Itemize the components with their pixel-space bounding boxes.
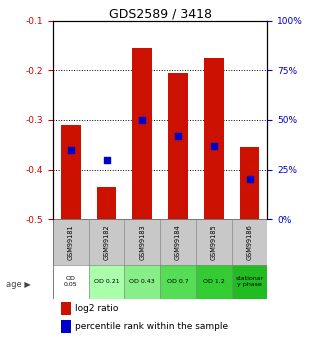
Text: GSM99183: GSM99183 bbox=[139, 224, 145, 260]
Bar bbox=[232, 219, 267, 265]
Bar bbox=[97, 187, 116, 219]
Text: OD 0.21: OD 0.21 bbox=[94, 279, 119, 284]
Text: GSM99184: GSM99184 bbox=[175, 224, 181, 260]
Bar bbox=[160, 265, 196, 298]
Title: GDS2589 / 3418: GDS2589 / 3418 bbox=[109, 8, 212, 21]
Text: age ▶: age ▶ bbox=[6, 280, 31, 289]
Bar bbox=[124, 265, 160, 298]
Point bbox=[211, 143, 216, 148]
Text: percentile rank within the sample: percentile rank within the sample bbox=[75, 322, 229, 331]
Text: OD
0.05: OD 0.05 bbox=[64, 276, 77, 287]
Bar bbox=[240, 147, 259, 219]
Text: OD 0.43: OD 0.43 bbox=[129, 279, 155, 284]
Text: OD 0.7: OD 0.7 bbox=[167, 279, 189, 284]
Bar bbox=[204, 58, 224, 219]
Point bbox=[104, 157, 109, 162]
Bar bbox=[196, 219, 232, 265]
Point bbox=[175, 133, 180, 139]
Bar bbox=[62, 302, 71, 315]
Text: log2 ratio: log2 ratio bbox=[75, 304, 119, 313]
Point bbox=[68, 147, 73, 152]
Bar bbox=[89, 265, 124, 298]
Text: GSM99181: GSM99181 bbox=[68, 224, 74, 260]
Text: GSM99185: GSM99185 bbox=[211, 224, 217, 260]
Point bbox=[247, 177, 252, 182]
Bar bbox=[160, 219, 196, 265]
Point bbox=[140, 117, 145, 123]
Bar bbox=[124, 219, 160, 265]
Bar bbox=[53, 219, 89, 265]
Bar bbox=[132, 48, 152, 219]
Bar bbox=[232, 265, 267, 298]
Bar bbox=[168, 73, 188, 219]
Text: stationar
y phase: stationar y phase bbox=[235, 276, 264, 287]
Bar bbox=[62, 320, 71, 333]
Bar bbox=[53, 265, 89, 298]
Text: OD 1.2: OD 1.2 bbox=[203, 279, 225, 284]
Bar bbox=[196, 265, 232, 298]
Text: GSM99182: GSM99182 bbox=[104, 224, 109, 260]
Text: GSM99186: GSM99186 bbox=[247, 224, 253, 260]
Bar bbox=[89, 219, 124, 265]
Bar bbox=[61, 125, 81, 219]
